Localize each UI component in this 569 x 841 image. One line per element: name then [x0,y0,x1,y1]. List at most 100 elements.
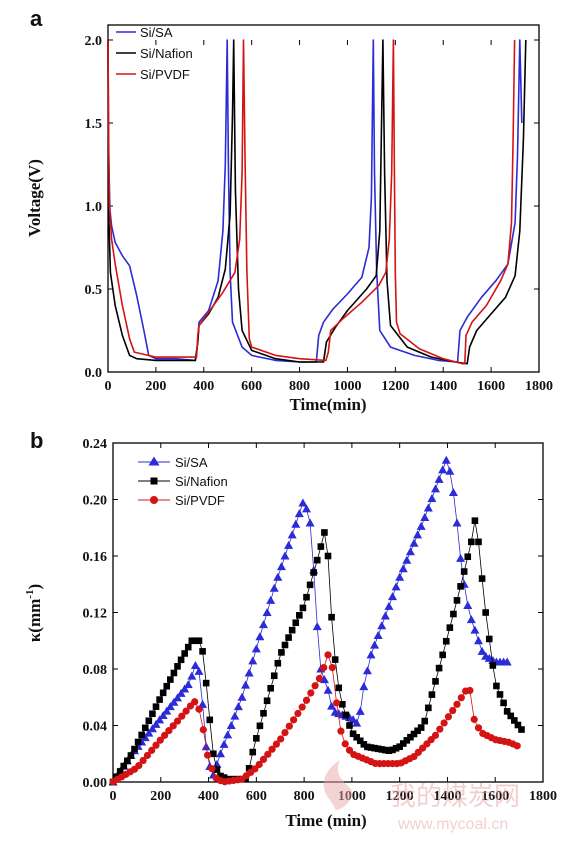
legend-label-b-si-pvdf: Si/PVDF [175,493,225,508]
point-si-nafion [349,730,357,738]
point-si-nafion [299,604,307,612]
point-si-nafion [145,717,153,725]
point-si-nafion [213,766,221,773]
point-si-pvdf [466,686,474,695]
point-si-sa [237,692,247,701]
legend-label-si-sa: Si/SA [140,25,173,40]
point-si-nafion [471,517,479,524]
point-si-nafion [482,609,489,616]
legend-label-b-si-sa: Si/SA [175,455,208,470]
point-si-nafion [407,733,414,741]
point-si-pvdf [470,715,478,723]
panel-a-xtick-label: 1000 [333,379,361,394]
point-si-sa [158,710,168,719]
point-si-pvdf [204,751,212,759]
panel-a-xtick-label: 1200 [381,379,409,394]
point-si-nafion [245,765,253,772]
panel-a-xtick-label: 1800 [525,379,553,394]
panel-b-ytick-label: 0.24 [83,437,108,452]
point-si-sa [262,608,272,616]
point-si-pvdf [182,707,190,715]
point-si-nafion [389,746,396,754]
point-si-sa [405,547,415,556]
point-si-sa [284,540,294,549]
point-si-sa [398,564,408,573]
point-si-nafion [281,641,289,649]
point-si-sa [402,555,412,564]
point-si-nafion [138,731,145,739]
point-si-sa [448,487,458,496]
point-si-sa [438,465,448,474]
point-si-nafion [511,717,518,724]
panel-a-ytick-label: 0.0 [85,366,103,381]
point-si-pvdf [272,740,280,748]
point-si-sa [373,630,383,639]
point-si-sa [294,509,304,518]
point-si-sa [477,646,487,655]
point-si-nafion [220,774,228,781]
point-si-nafion [195,637,203,645]
panel-a-ytick-label: 0.5 [85,283,103,298]
point-si-sa [413,530,423,539]
point-si-nafion [507,712,515,720]
point-si-nafion [177,656,185,664]
point-si-sa [155,715,165,724]
point-si-nafion [475,538,482,546]
panel-a-xtick-label: 0 [105,379,112,394]
point-si-sa [452,518,462,527]
point-si-nafion [410,730,418,738]
point-si-nafion [367,744,375,751]
point-si-nafion [313,556,321,564]
point-si-nafion [468,538,475,546]
point-si-sa [431,484,440,493]
point-si-nafion [503,708,511,715]
point-si-nafion [296,612,303,619]
point-si-nafion [303,593,310,601]
point-si-nafion [152,703,160,710]
point-si-pvdf [440,719,448,727]
point-si-nafion [199,648,206,655]
point-si-sa [287,530,297,539]
point-si-sa [298,498,308,507]
point-si-sa [216,749,225,758]
point-si-nafion [450,610,457,618]
point-si-sa [259,620,268,629]
point-si-sa [359,682,369,691]
point-si-nafion [425,704,432,712]
point-si-nafion [292,619,300,627]
point-si-nafion [210,750,217,758]
panel-b-label: b [30,428,43,453]
panel-a-ticks: 0 200 400 600 800 1000 1200 1400 1600 1800 0.0 0.5 1… [85,34,554,394]
point-si-nafion [399,740,407,747]
point-si-pvdf [315,674,323,683]
point-si-nafion [446,624,454,631]
point-si-sa [176,688,186,697]
point-si-pvdf [449,706,457,715]
point-si-sa [327,701,337,710]
point-si-sa [147,724,157,733]
legend-label-b-si-nafion: Si/Nafion [175,474,228,489]
point-si-nafion [493,682,500,690]
point-si-sa [312,622,322,631]
panel-a-xtick-label: 800 [289,379,310,394]
point-si-nafion [202,679,210,687]
point-si-sa [173,693,182,702]
panel-b-xtick-label: 1800 [529,789,557,804]
point-si-pvdf [444,713,452,721]
point-si-nafion [249,748,257,756]
panel-a-xtick-label: 1600 [477,379,505,394]
point-si-nafion [285,634,292,641]
point-si-pvdf [474,724,483,732]
panel-a-ytick-label: 2.0 [85,34,103,49]
point-si-nafion [371,744,378,752]
panel-b-xtick-label: 600 [246,789,267,804]
point-si-sa [434,474,444,483]
point-si-nafion [253,735,260,742]
point-si-nafion [403,737,411,744]
point-si-sa [395,572,405,581]
panel-a-xtick-label: 600 [241,379,262,394]
point-si-nafion [134,738,142,746]
panel-b-legend: Si/SA Si/Nafion Si/PVDF [138,455,228,508]
point-si-pvdf [341,740,349,748]
point-si-nafion [217,772,224,780]
